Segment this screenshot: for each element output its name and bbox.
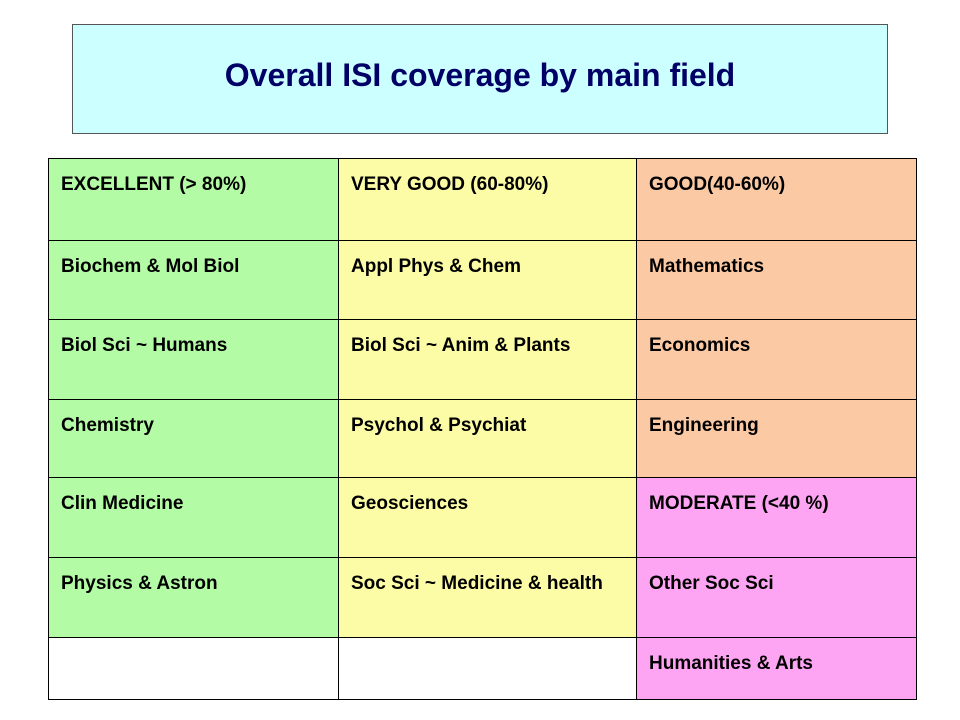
table-cell: Clin Medicine (48, 477, 339, 558)
header-moderate: MODERATE (<40 %) (636, 477, 917, 558)
table-cell: Psychol & Psychiat (338, 399, 637, 478)
empty-cell (48, 637, 339, 700)
header-very-good: VERY GOOD (60-80%) (338, 158, 637, 241)
header-excellent: EXCELLENT (> 80%) (48, 158, 339, 241)
table-cell: Economics (636, 319, 917, 400)
table-cell: Physics & Astron (48, 557, 339, 638)
table-cell: Mathematics (636, 240, 917, 320)
table-cell: Appl Phys & Chem (338, 240, 637, 320)
table-cell: Chemistry (48, 399, 339, 478)
title-box: Overall ISI coverage by main field (72, 24, 888, 134)
table-row: Biol Sci ~ Humans Biol Sci ~ Anim & Plan… (48, 319, 917, 400)
table-cell: Engineering (636, 399, 917, 478)
empty-cell (338, 637, 637, 700)
table-cell: Other Soc Sci (636, 557, 917, 638)
page-title: Overall ISI coverage by main field (224, 56, 736, 93)
table-cell: Biol Sci ~ Humans (48, 319, 339, 400)
table-cell: Biol Sci ~ Anim & Plants (338, 319, 637, 400)
coverage-table: EXCELLENT (> 80%) VERY GOOD (60-80%) GOO… (48, 158, 917, 700)
table-row: Humanities & Arts (48, 637, 917, 700)
header-good: GOOD(40-60%) (636, 158, 917, 241)
table-row: Physics & Astron Soc Sci ~ Medicine & he… (48, 557, 917, 638)
table-row: Biochem & Mol Biol Appl Phys & Chem Math… (48, 240, 917, 320)
table-row: Clin Medicine Geosciences MODERATE (<40 … (48, 477, 917, 558)
table-cell: Soc Sci ~ Medicine & health (338, 557, 637, 638)
table-cell: Biochem & Mol Biol (48, 240, 339, 320)
table-cell: Humanities & Arts (636, 637, 917, 700)
table-header-row: EXCELLENT (> 80%) VERY GOOD (60-80%) GOO… (48, 158, 917, 241)
table-cell: Geosciences (338, 477, 637, 558)
table-row: Chemistry Psychol & Psychiat Engineering (48, 399, 917, 478)
